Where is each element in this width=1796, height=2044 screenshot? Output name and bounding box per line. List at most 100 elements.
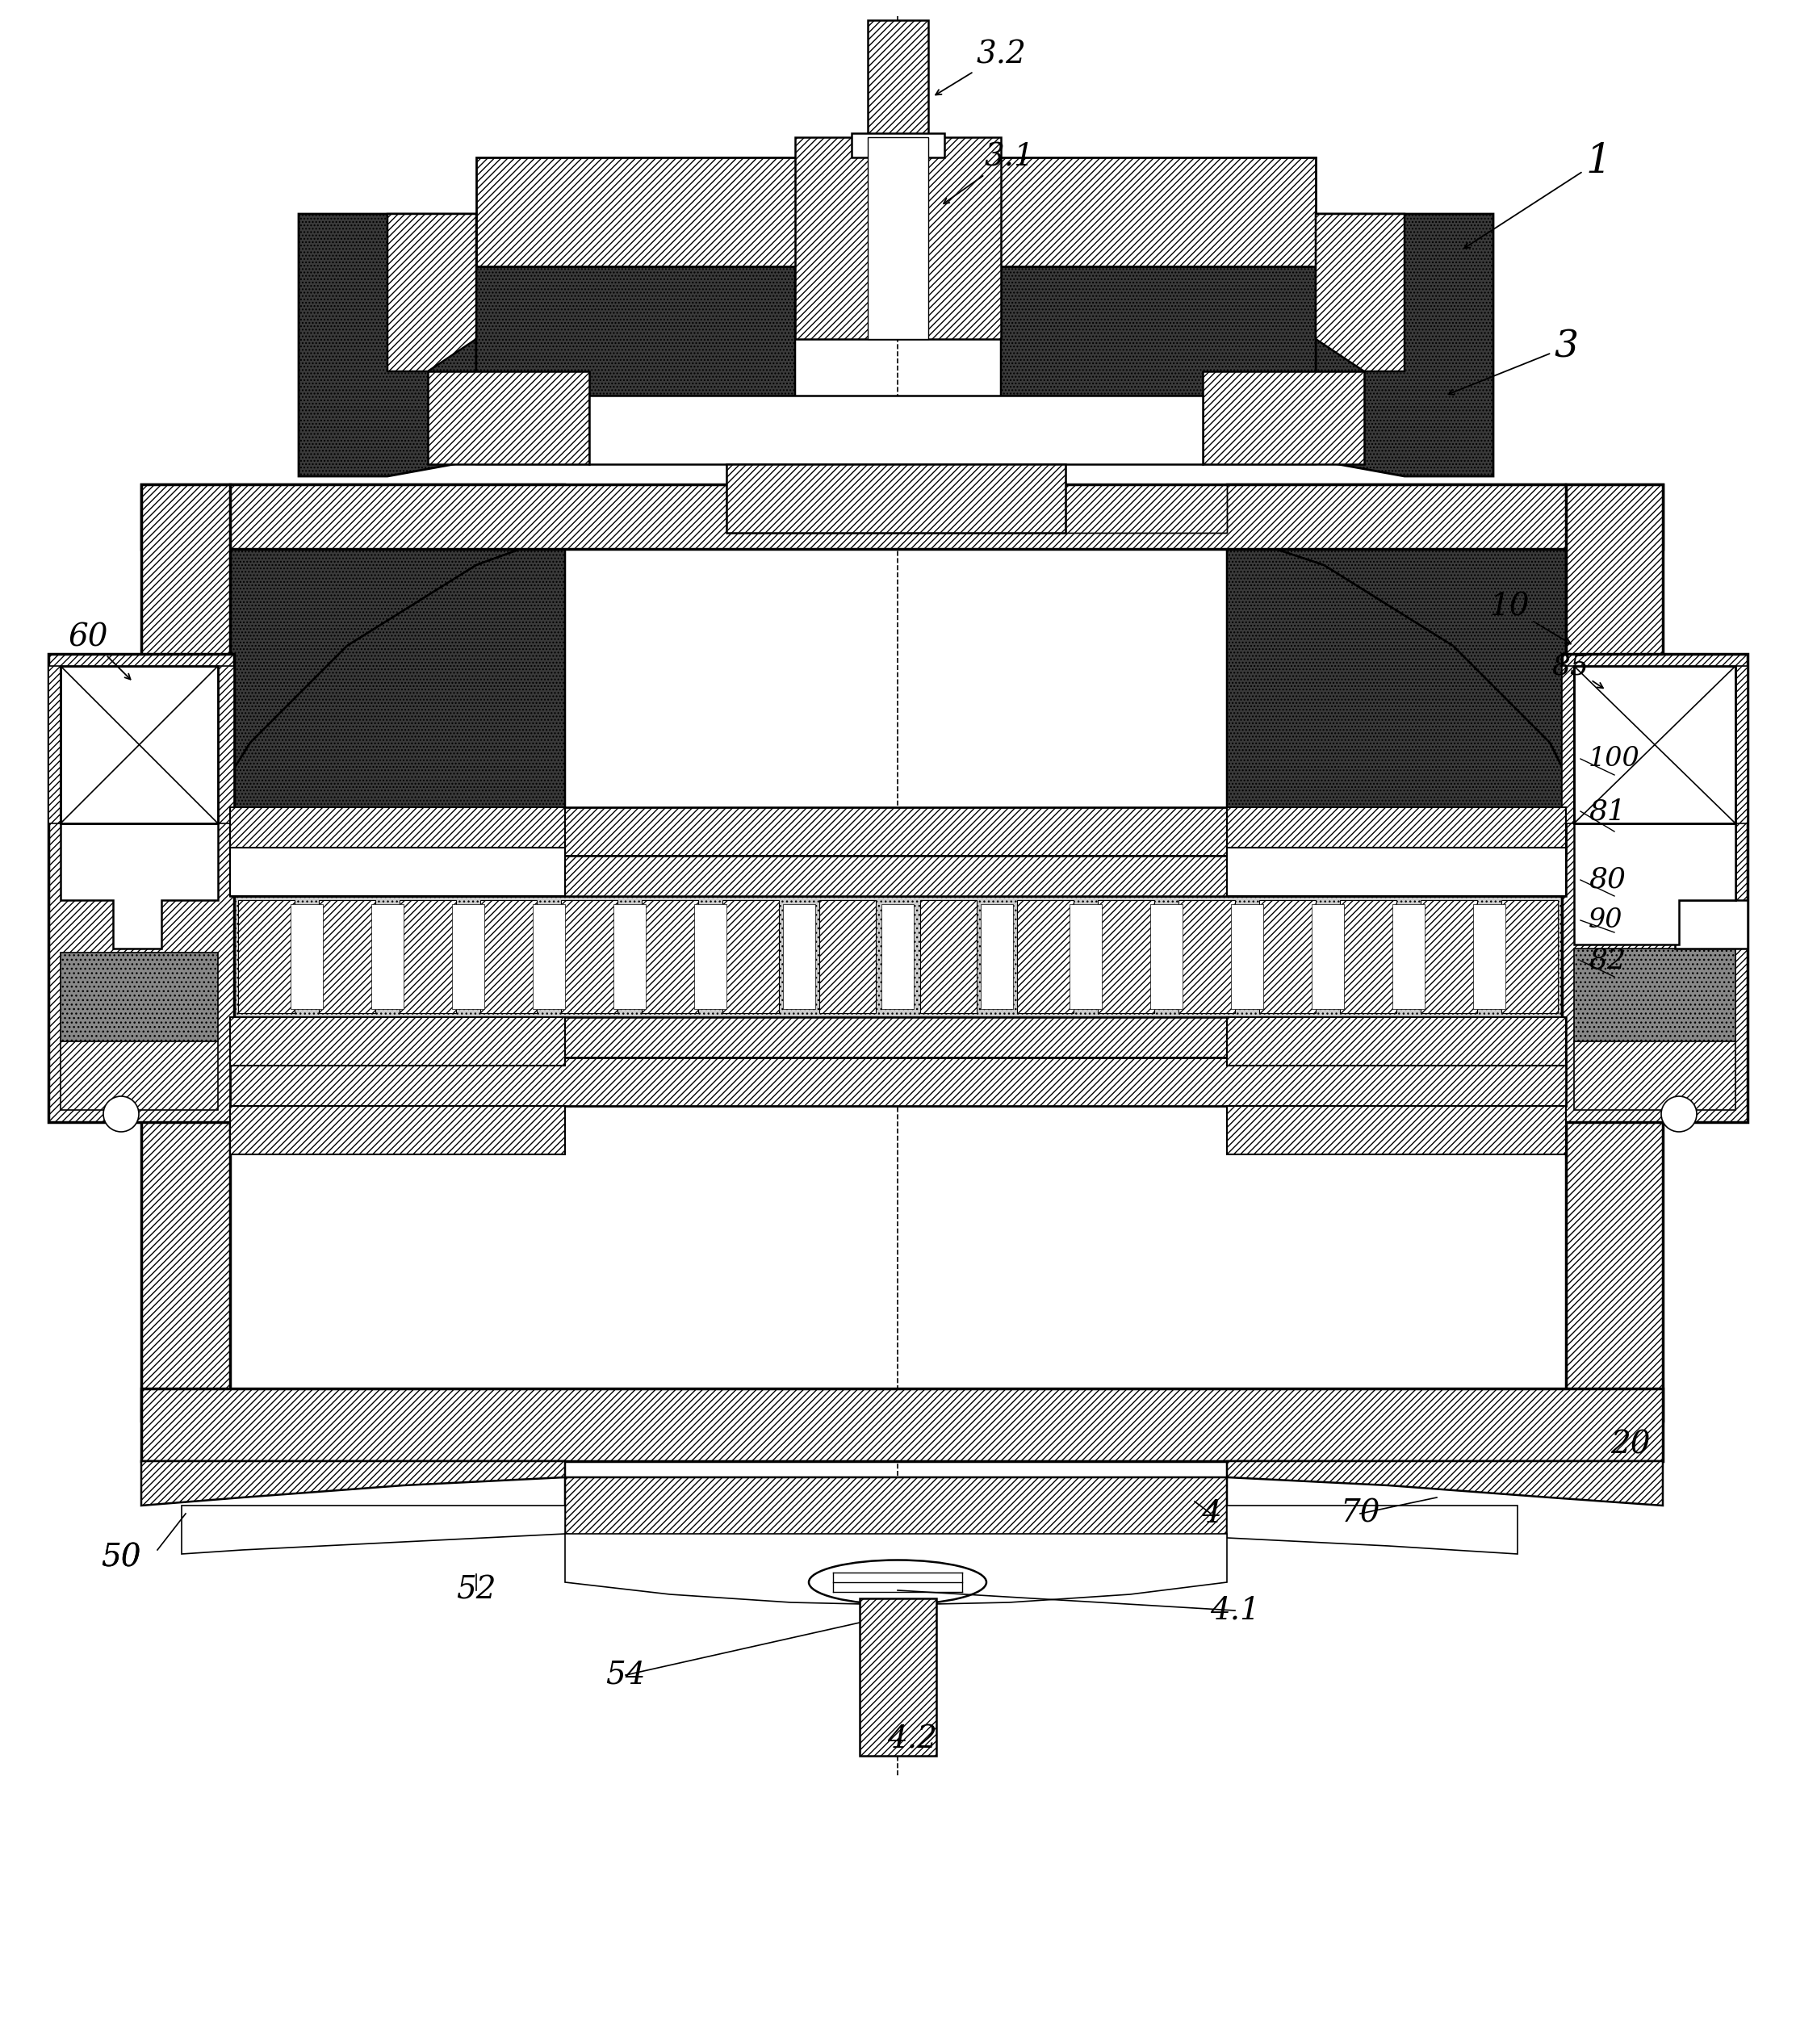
Polygon shape: [1149, 903, 1182, 1010]
Polygon shape: [1000, 266, 1316, 464]
Polygon shape: [217, 666, 233, 824]
Polygon shape: [882, 903, 914, 1010]
Polygon shape: [1230, 903, 1263, 1010]
Polygon shape: [1735, 666, 1748, 824]
Polygon shape: [61, 824, 217, 948]
Text: 90: 90: [1588, 908, 1624, 934]
Polygon shape: [230, 533, 566, 856]
Polygon shape: [1227, 848, 1566, 895]
Polygon shape: [1017, 899, 1074, 1014]
Polygon shape: [1227, 484, 1566, 775]
Polygon shape: [230, 1018, 566, 1065]
Polygon shape: [476, 266, 796, 464]
Polygon shape: [48, 654, 233, 1122]
Polygon shape: [1563, 654, 1748, 1122]
Polygon shape: [1227, 807, 1566, 856]
Polygon shape: [61, 666, 217, 824]
Polygon shape: [476, 157, 1316, 266]
Polygon shape: [1227, 1506, 1518, 1553]
Polygon shape: [1259, 899, 1316, 1014]
Polygon shape: [1340, 899, 1397, 1014]
Text: 4.2: 4.2: [887, 1725, 938, 1754]
Polygon shape: [142, 484, 1663, 550]
Polygon shape: [722, 899, 779, 1014]
Polygon shape: [851, 133, 945, 157]
Polygon shape: [860, 1598, 936, 1756]
Polygon shape: [298, 215, 476, 476]
Polygon shape: [230, 807, 1566, 856]
Text: 1: 1: [1464, 141, 1611, 247]
Polygon shape: [230, 1018, 1566, 1057]
Polygon shape: [614, 903, 647, 1010]
Text: 50: 50: [101, 1543, 142, 1574]
Polygon shape: [1227, 1461, 1663, 1506]
Ellipse shape: [808, 1560, 986, 1605]
Polygon shape: [230, 848, 566, 895]
Polygon shape: [566, 1533, 1227, 1605]
Text: 3: 3: [1448, 329, 1579, 394]
Polygon shape: [399, 899, 456, 1014]
Polygon shape: [1573, 666, 1735, 824]
Polygon shape: [867, 20, 929, 137]
Polygon shape: [1573, 824, 1735, 944]
Text: 4.1: 4.1: [1211, 1596, 1261, 1625]
Polygon shape: [1316, 215, 1492, 476]
Polygon shape: [1566, 484, 1663, 1421]
Polygon shape: [1227, 1018, 1566, 1065]
Polygon shape: [566, 464, 1227, 533]
Polygon shape: [533, 903, 566, 1010]
Polygon shape: [1563, 666, 1573, 824]
Polygon shape: [230, 1057, 1566, 1106]
Text: 80: 80: [1588, 867, 1625, 893]
Circle shape: [104, 1096, 138, 1132]
Text: 3.1: 3.1: [943, 143, 1034, 204]
Polygon shape: [388, 215, 476, 372]
Text: 20: 20: [1611, 1431, 1651, 1459]
Polygon shape: [1311, 903, 1343, 1010]
Polygon shape: [1573, 824, 1748, 948]
Polygon shape: [142, 484, 230, 1421]
Polygon shape: [1227, 1106, 1566, 1155]
Polygon shape: [142, 1461, 566, 1506]
Polygon shape: [783, 903, 815, 1010]
Polygon shape: [1573, 948, 1735, 1040]
Text: 70: 70: [1340, 1498, 1379, 1529]
Polygon shape: [291, 903, 323, 1010]
Polygon shape: [1070, 903, 1101, 1010]
Text: 100: 100: [1588, 746, 1640, 773]
Polygon shape: [920, 899, 977, 1014]
Polygon shape: [1392, 903, 1424, 1010]
Polygon shape: [61, 1040, 217, 1110]
Text: 60: 60: [68, 623, 131, 679]
Text: 54: 54: [605, 1660, 645, 1690]
Polygon shape: [1421, 899, 1476, 1014]
Text: 52: 52: [456, 1576, 496, 1605]
Polygon shape: [981, 903, 1013, 1010]
Polygon shape: [181, 1506, 566, 1553]
Polygon shape: [819, 899, 876, 1014]
Text: 10: 10: [1489, 593, 1572, 644]
Polygon shape: [560, 899, 618, 1014]
Polygon shape: [61, 953, 217, 1040]
Polygon shape: [142, 1388, 1663, 1461]
Polygon shape: [320, 899, 375, 1014]
Polygon shape: [1203, 372, 1365, 464]
Polygon shape: [48, 666, 61, 824]
Text: 3.2: 3.2: [936, 41, 1026, 94]
Polygon shape: [230, 856, 1566, 895]
Polygon shape: [1316, 215, 1404, 372]
Polygon shape: [230, 895, 1566, 1018]
Polygon shape: [1473, 903, 1505, 1010]
Polygon shape: [230, 807, 566, 856]
Text: 85: 85: [1552, 652, 1604, 689]
Text: 81: 81: [1588, 797, 1625, 826]
Text: 50: 50: [101, 1543, 142, 1574]
Polygon shape: [230, 484, 566, 775]
Polygon shape: [1097, 899, 1155, 1014]
Polygon shape: [726, 464, 1065, 533]
Polygon shape: [480, 899, 537, 1014]
Polygon shape: [695, 903, 726, 1010]
Polygon shape: [1573, 1040, 1735, 1110]
Polygon shape: [641, 899, 699, 1014]
Text: 4: 4: [1202, 1498, 1221, 1529]
